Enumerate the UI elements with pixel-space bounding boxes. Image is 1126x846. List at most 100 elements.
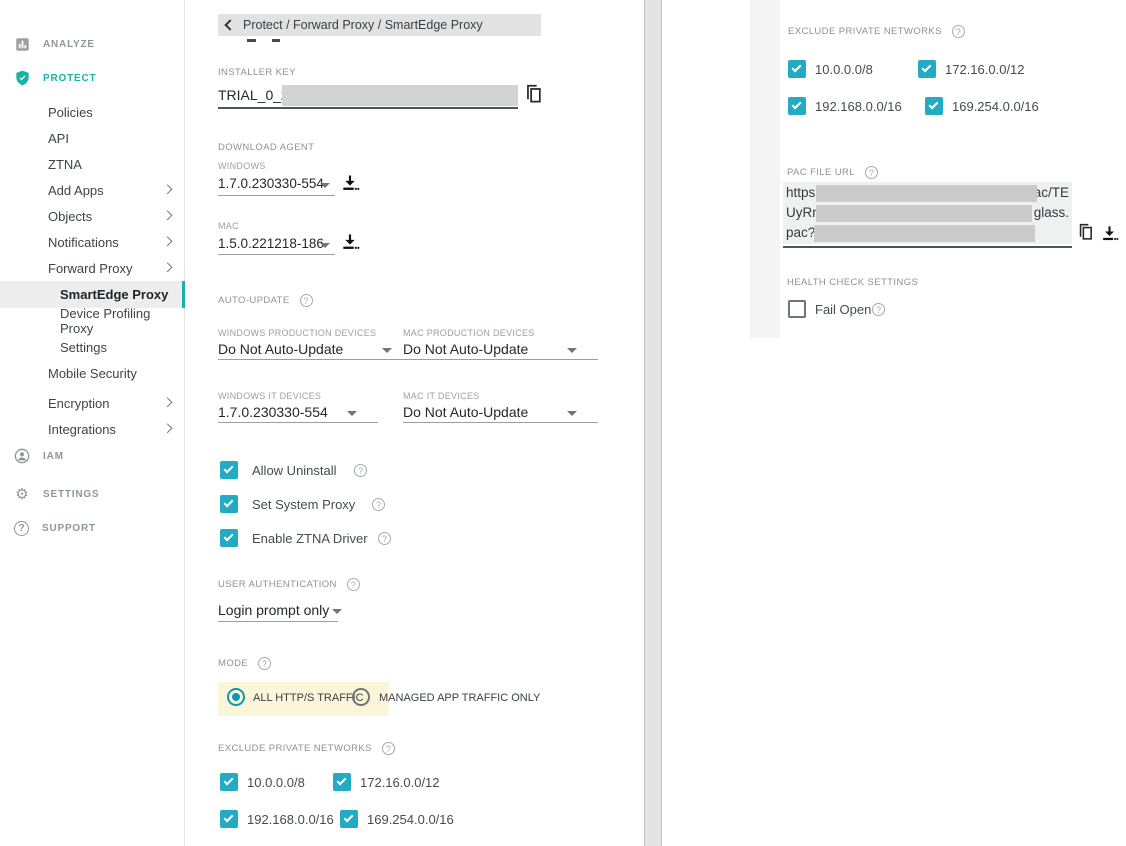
- help-icon[interactable]: ?: [381, 742, 395, 755]
- sidebar-item-label: Device Profiling Proxy: [60, 306, 151, 336]
- allow-uninstall-label: Allow Uninstall: [252, 463, 337, 478]
- network-checkbox[interactable]: [925, 97, 943, 115]
- pac-file-url-value[interactable]: https ac/TE UyRn glass. pac?: [783, 182, 1072, 244]
- sidebar-item-device-profiling-proxy[interactable]: Device Profiling Proxy: [0, 306, 185, 336]
- help-icon[interactable]: ?: [346, 578, 360, 591]
- win-it-label: WINDOWS IT DEVICES: [218, 391, 322, 401]
- chevron-right-icon: [162, 236, 173, 247]
- enable-ztna-driver-checkbox[interactable]: [220, 529, 238, 547]
- sidebar-item-add-apps[interactable]: Add Apps: [0, 180, 185, 200]
- check-icon: [223, 775, 234, 785]
- win-prod-select[interactable]: Do Not Auto-Update: [218, 341, 344, 357]
- user-authentication-label-text: USER AUTHENTICATION: [218, 579, 337, 590]
- sidebar-item-label: Integrations: [48, 421, 116, 437]
- fail-open-checkbox[interactable]: [788, 300, 806, 318]
- sidebar-item-label: SETTINGS: [43, 488, 100, 500]
- help-icon[interactable]: ?: [378, 532, 391, 545]
- check-icon: [921, 62, 932, 72]
- network-checkbox[interactable]: [918, 60, 936, 78]
- network-checkbox[interactable]: [340, 810, 358, 828]
- user-authentication-select[interactable]: Login prompt only: [218, 602, 330, 618]
- help-icon[interactable]: ?: [951, 25, 965, 38]
- breadcrumb[interactable]: Protect / Forward Proxy / SmartEdge Prox…: [218, 14, 541, 36]
- download-icon[interactable]: [1100, 224, 1119, 248]
- chevron-down-icon[interactable]: [320, 183, 330, 188]
- copy-icon[interactable]: [1077, 223, 1094, 247]
- sidebar-item-mobile-security[interactable]: Mobile Security: [0, 363, 185, 383]
- sidebar-item-policies[interactable]: Policies: [0, 102, 185, 122]
- sidebar-item-smartedge-proxy[interactable]: SmartEdge Proxy: [0, 281, 185, 308]
- sidebar-item-label: Settings: [60, 339, 107, 355]
- network-checkbox[interactable]: [220, 810, 238, 828]
- network-checkbox[interactable]: [788, 97, 806, 115]
- network-checkbox[interactable]: [788, 60, 806, 78]
- download-icon[interactable]: [340, 173, 360, 198]
- field-underline: [218, 621, 338, 622]
- all-https-traffic-radio[interactable]: [227, 688, 245, 706]
- help-icon[interactable]: ?: [258, 657, 272, 670]
- sidebar-item-label: ANALYZE: [43, 38, 95, 50]
- sidebar-item-analyze[interactable]: ANALYZE: [14, 35, 95, 53]
- sidebar-item-ztna[interactable]: ZTNA: [0, 154, 185, 174]
- field-underline: [403, 359, 598, 360]
- windows-version-select[interactable]: 1.7.0.230330-554: [218, 176, 324, 191]
- exclude-private-networks-label-text: EXCLUDE PRIVATE NETWORKS: [218, 743, 372, 754]
- mac-label: MAC: [218, 221, 239, 231]
- sidebar-item-settings[interactable]: ⚙ SETTINGS: [14, 485, 99, 503]
- set-system-proxy-checkbox[interactable]: [220, 495, 238, 513]
- chevron-down-icon[interactable]: [347, 411, 357, 416]
- sidebar-item-iam[interactable]: IAM: [14, 447, 64, 465]
- chevron-down-icon[interactable]: [382, 348, 392, 353]
- copy-icon[interactable]: [524, 84, 543, 110]
- network-label: 172.16.0.0/12: [360, 775, 440, 790]
- chevron-down-icon[interactable]: [332, 609, 342, 614]
- check-icon: [791, 99, 802, 109]
- chevron-down-icon[interactable]: [567, 411, 577, 416]
- help-icon[interactable]: ?: [372, 498, 385, 511]
- sidebar-item-notifications[interactable]: Notifications: [0, 232, 185, 252]
- sidebar-item-forward-proxy[interactable]: Forward Proxy: [0, 258, 185, 278]
- mac-prod-select[interactable]: Do Not Auto-Update: [403, 341, 529, 357]
- check-icon: [223, 531, 234, 541]
- sidebar-item-objects[interactable]: Objects: [0, 206, 185, 226]
- check-icon: [343, 812, 354, 822]
- sidebar-item-label: Objects: [48, 208, 93, 224]
- clipped-text-fragment: [247, 39, 256, 42]
- sidebar-item-protect[interactable]: PROTECT: [14, 69, 96, 87]
- scrollbar[interactable]: [644, 0, 662, 846]
- sidebar-item-api[interactable]: API: [0, 128, 185, 148]
- analytics-icon: [14, 36, 30, 52]
- pac-url-line1-suffix: ac/TE: [1033, 185, 1069, 200]
- auto-update-label: AUTO-UPDATE ?: [218, 294, 313, 307]
- field-underline: [218, 195, 335, 196]
- chevron-right-icon: [162, 423, 173, 434]
- chevron-right-icon: [162, 184, 173, 195]
- mac-it-select[interactable]: Do Not Auto-Update: [403, 404, 529, 420]
- pac-file-url-label: PAC FILE URL ?: [787, 166, 878, 179]
- field-underline: [218, 359, 413, 360]
- sidebar-item-integrations[interactable]: Integrations: [0, 419, 185, 439]
- panel-background-strip: [750, 0, 780, 338]
- help-icon[interactable]: ?: [864, 166, 878, 179]
- fail-open-label: Fail Open: [815, 302, 872, 317]
- network-checkbox[interactable]: [333, 773, 351, 791]
- download-icon[interactable]: [340, 232, 360, 257]
- chevron-down-icon[interactable]: [320, 243, 330, 248]
- allow-uninstall-checkbox[interactable]: [220, 461, 238, 479]
- redacted-value: [282, 85, 518, 106]
- win-it-select[interactable]: 1.7.0.230330-554: [218, 404, 328, 420]
- help-icon[interactable]: ?: [872, 303, 885, 316]
- help-icon[interactable]: ?: [354, 464, 367, 477]
- sidebar-item-encryption[interactable]: Encryption: [0, 393, 185, 413]
- chevron-down-icon[interactable]: [567, 348, 577, 353]
- check-icon: [336, 775, 347, 785]
- gear-icon: ⚙: [15, 486, 29, 503]
- mac-version-select[interactable]: 1.5.0.221218-186: [218, 236, 324, 251]
- managed-app-traffic-radio[interactable]: [352, 688, 370, 706]
- clipped-text-fragment: [272, 39, 280, 42]
- help-icon[interactable]: ?: [299, 294, 313, 307]
- sidebar-item-label: SUPPORT: [42, 522, 96, 534]
- sidebar-item-support[interactable]: ? SUPPORT: [14, 519, 96, 537]
- sidebar-item-settings-sub[interactable]: Settings: [0, 337, 185, 357]
- network-checkbox[interactable]: [220, 773, 238, 791]
